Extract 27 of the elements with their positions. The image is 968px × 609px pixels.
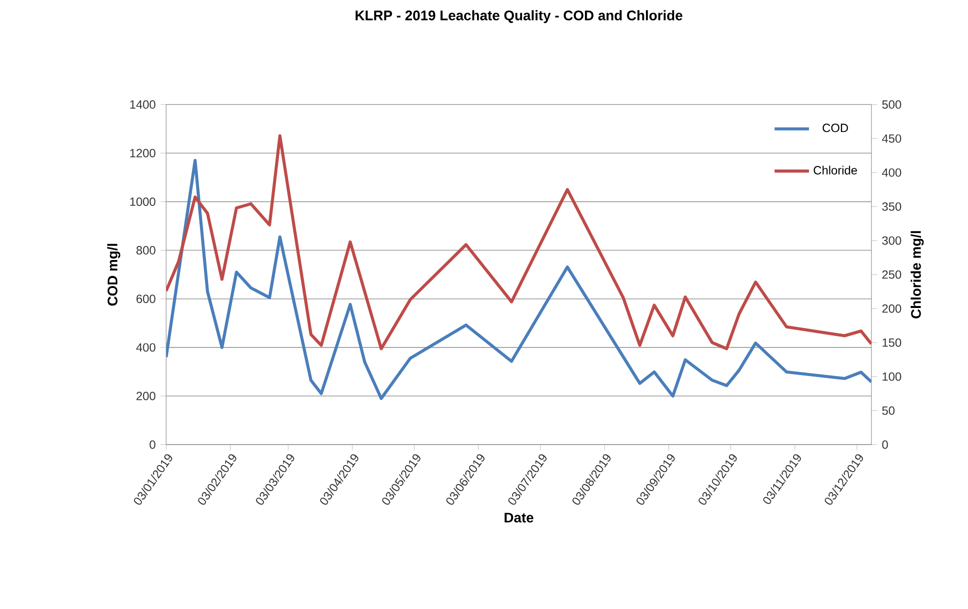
y-tick-label: 1000 bbox=[130, 198, 156, 206]
y-tick-label: 200 bbox=[136, 392, 156, 400]
y-axis-title: COD mg/l bbox=[107, 244, 120, 306]
chart-title: KLRP - 2019 Leachate Quality - COD and Chloride bbox=[356, 10, 682, 24]
y2-tick-label: 450 bbox=[882, 134, 902, 143]
y2-tick-label: 100 bbox=[882, 372, 902, 381]
legend-label: Chloride bbox=[814, 166, 857, 175]
y2-tick-label: 300 bbox=[882, 236, 902, 245]
y2-tick-label: 400 bbox=[882, 168, 902, 177]
y2-tick-label: 350 bbox=[882, 202, 902, 211]
y-tick-label: 0 bbox=[150, 440, 156, 449]
y-tick-label: 1200 bbox=[130, 149, 156, 158]
y2-tick-label: 500 bbox=[882, 100, 902, 109]
y2-tick-label: 250 bbox=[882, 270, 902, 279]
y2-tick-label: 150 bbox=[882, 338, 902, 347]
line-series bbox=[166, 159, 872, 400]
y-tick-label: 1400 bbox=[130, 100, 156, 109]
x-axis-title: Date bbox=[504, 512, 534, 523]
y2-axis-title: Chloride mg/l bbox=[910, 231, 924, 319]
y2-tick-label: 50 bbox=[882, 406, 895, 415]
legend-label: COD bbox=[822, 124, 848, 132]
y-tick-label: 400 bbox=[136, 343, 156, 352]
y-tick-label: 600 bbox=[136, 294, 156, 304]
line-series bbox=[166, 134, 872, 350]
y-tick-label: 800 bbox=[136, 246, 156, 255]
y2-tick-label: 0 bbox=[882, 440, 888, 449]
y2-tick-label: 200 bbox=[882, 304, 902, 313]
